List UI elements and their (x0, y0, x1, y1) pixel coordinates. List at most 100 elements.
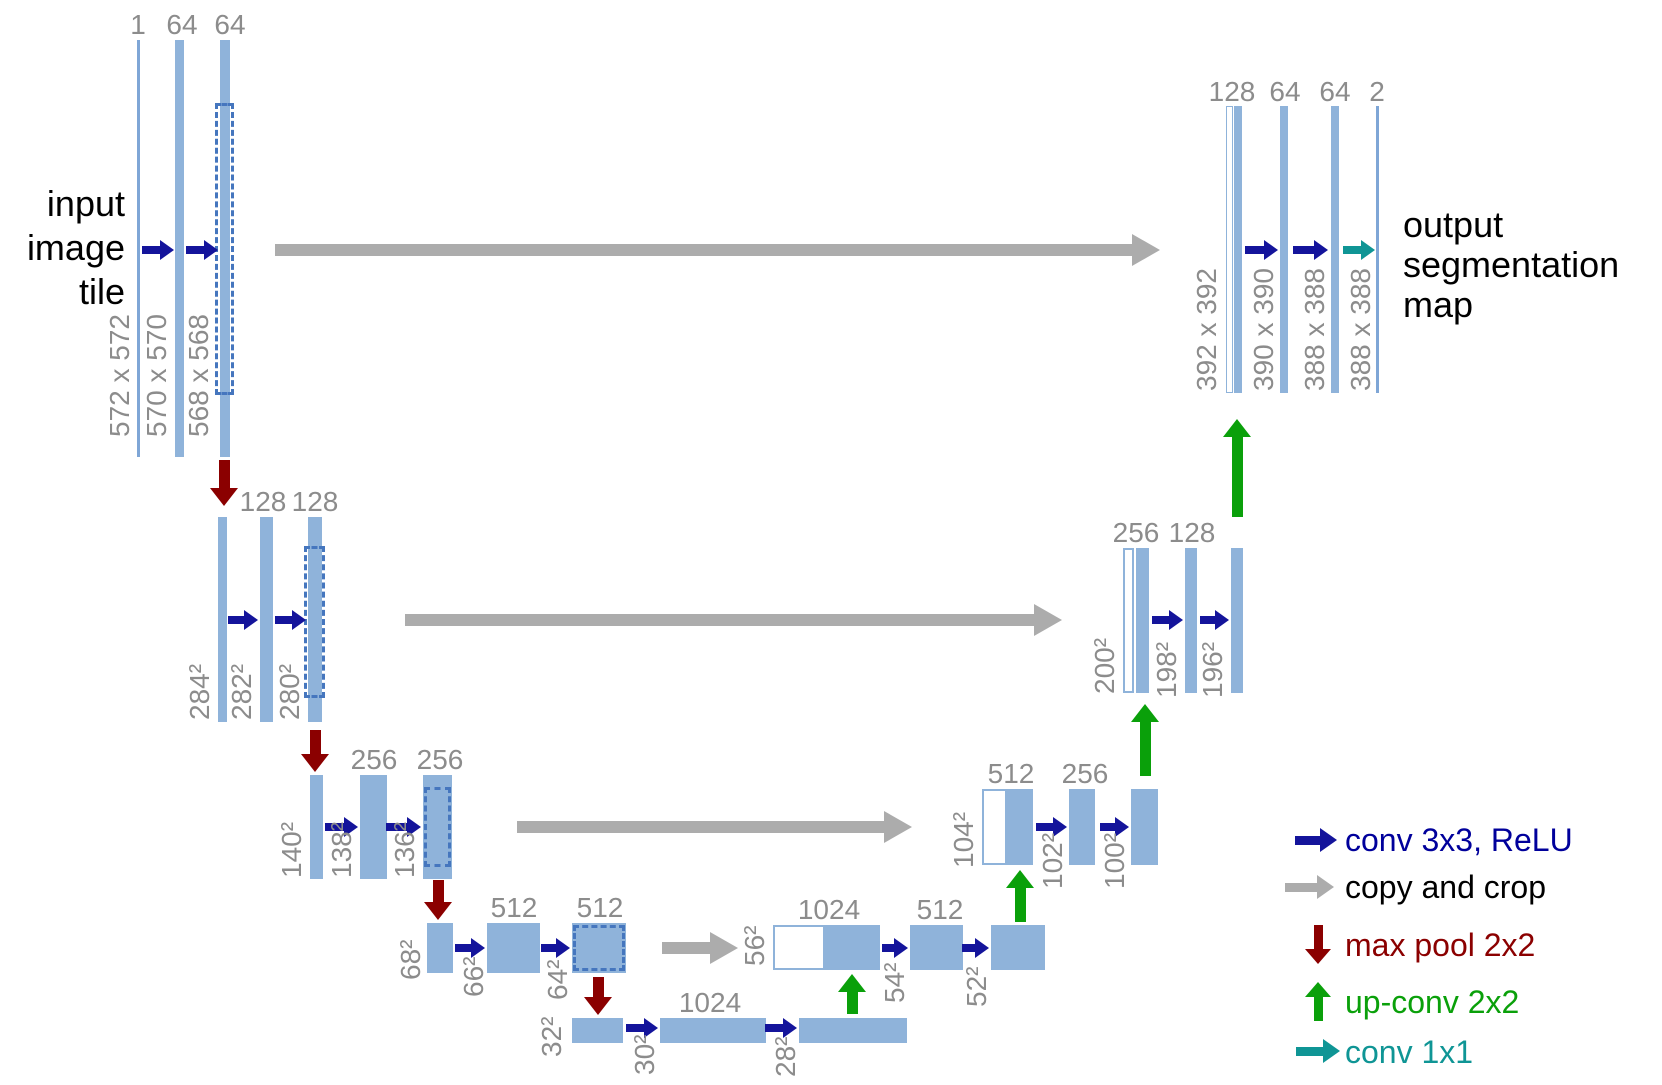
arrow-shaft (1036, 823, 1053, 831)
enc4-crop-region-outline (573, 925, 625, 971)
dec3-upconv-featmap-box (1007, 789, 1033, 865)
upconv-arrow (1006, 870, 1034, 922)
arrow-shaft (962, 944, 975, 952)
arrow-head (644, 1018, 658, 1038)
conv3x3-arrow (1293, 240, 1328, 260)
enc3-featmap-bar-3 (423, 775, 452, 879)
conv3x3-arrow (186, 240, 218, 260)
arrow-shaft (325, 823, 344, 831)
arrow-head (1305, 982, 1331, 997)
arrow-head (975, 938, 989, 958)
dec2-channels-128: 128 (1168, 517, 1216, 548)
enc4-channels-512a: 512 (490, 892, 538, 923)
maxpool-arrow (301, 730, 329, 772)
dec1-featmap-bar-2 (1280, 106, 1288, 393)
dec4-featmap-box-2 (910, 925, 963, 970)
conv3x3-arrow (882, 938, 908, 958)
enc3-crop-region-outline (424, 787, 451, 867)
upconv-arrow (1131, 704, 1159, 776)
conv3x3-arrow (325, 817, 358, 837)
enc3-channels-256b: 256 (416, 744, 464, 775)
arrow-shaft (1313, 997, 1323, 1021)
enc3-channels-256a: 256 (350, 744, 398, 775)
upconv-arrow (1223, 419, 1251, 517)
enc3-featmap-bar-1 (310, 775, 323, 879)
arrow-head (894, 938, 908, 958)
maxpool-arrow (210, 460, 238, 506)
arrow-shaft (1014, 888, 1026, 922)
arrow-shaft (218, 460, 230, 488)
dec2-featmap-bar-2 (1185, 548, 1197, 693)
conv3x3-arrow (1100, 817, 1129, 837)
arrow-head (838, 974, 866, 992)
dec2-featmap-bar-3 (1231, 548, 1243, 693)
arrow-shaft (405, 614, 1034, 626)
arrow-shaft (662, 942, 710, 954)
conv3x3-arrow (275, 610, 306, 630)
arrow-head (1264, 240, 1278, 260)
arrow-head (584, 997, 612, 1015)
enc2-featmap-bar-2 (260, 517, 273, 722)
conv3x3-arrow (1200, 610, 1229, 630)
arrow-head (407, 817, 421, 837)
bottleneck-featmap-bar-3 (799, 1018, 907, 1043)
conv3x3-arrow (765, 1018, 797, 1038)
dec1-upconv-featmap-bar (1234, 106, 1242, 393)
arrow-shaft (1231, 437, 1243, 517)
arrow-head (1314, 240, 1328, 260)
arrow-shaft (626, 1024, 644, 1032)
legend-conv3x3-arrow (1295, 828, 1337, 852)
arrow-head (210, 488, 238, 506)
bottleneck-featmap-bar-1 (572, 1018, 623, 1043)
conv3x3-arrow (228, 610, 258, 630)
output-map-bar (1376, 106, 1379, 393)
conv3x3-arrow (1152, 610, 1183, 630)
arrow-shaft (1200, 616, 1215, 624)
enc2-featmap-bar-3 (308, 517, 322, 722)
copy-crop-arrow (517, 811, 912, 843)
arrow-head (292, 610, 306, 630)
bottleneck-channels-1024: 1024 (678, 987, 742, 1018)
legend-copy-crop-arrow (1285, 875, 1334, 899)
conv3x3-arrow (962, 938, 989, 958)
copy-crop-arrow (405, 604, 1062, 636)
dec4-channels-512: 512 (916, 894, 964, 925)
legend-upconv-arrow (1305, 982, 1331, 1021)
arrow-head (1317, 875, 1334, 899)
arrow-shaft (1245, 246, 1264, 254)
arrow-shaft (1152, 616, 1169, 624)
arrow-head (471, 938, 485, 958)
dec3-channels-512: 512 (987, 758, 1035, 789)
dec2-upconv-featmap-bar (1136, 548, 1149, 693)
arrow-shaft (186, 246, 204, 254)
arrow-head (160, 240, 174, 260)
arrow-shaft (455, 944, 471, 952)
arrow-head (344, 817, 358, 837)
dec4-copied-featmap-box (773, 925, 825, 970)
conv3x3-arrow (626, 1018, 658, 1038)
arrow-shaft (1295, 835, 1320, 845)
enc4-featmap-box-2 (487, 923, 540, 973)
arrow-shaft (1313, 925, 1323, 949)
arrow-head (1132, 234, 1160, 266)
arrow-head (1053, 817, 1067, 837)
enc1-channels-1: 1 (130, 9, 146, 40)
arrow-shaft (142, 246, 160, 254)
arrow-head (244, 610, 258, 630)
conv3x3-arrow (1245, 240, 1278, 260)
conv3x3-arrow (386, 817, 421, 837)
dec1-copied-featmap-box (1226, 106, 1233, 393)
dec1-channels-64a: 64 (1269, 76, 1301, 107)
enc2-crop-region-outline (304, 546, 325, 698)
arrow-shaft (765, 1024, 783, 1032)
arrow-shaft (541, 944, 556, 952)
arrow-shaft (275, 616, 292, 624)
copy-crop-arrow (662, 932, 738, 964)
dec4-channels-1024: 1024 (797, 894, 861, 925)
dec1-channels-64b: 64 (1319, 76, 1351, 107)
conv3x3-arrow (142, 240, 174, 260)
dec3-featmap-bar-2 (1069, 789, 1095, 865)
arrow-head (301, 754, 329, 772)
legend-maxpool-label: max pool 2x2 (1345, 927, 1536, 963)
